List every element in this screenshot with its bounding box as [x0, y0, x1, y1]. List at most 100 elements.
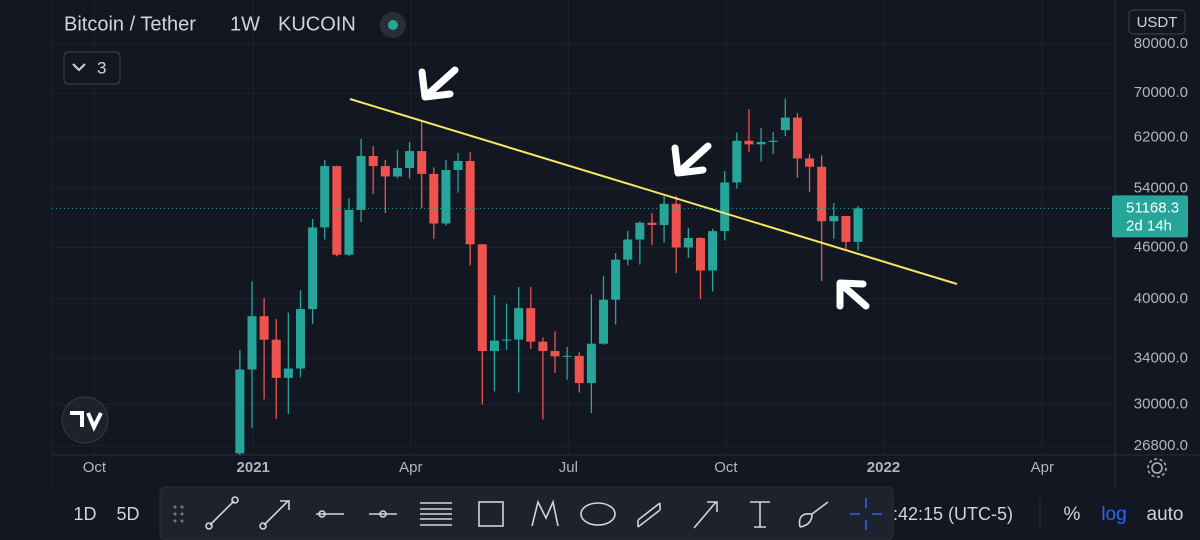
candle-body — [659, 203, 669, 225]
candle-body — [247, 316, 257, 370]
drag-handle — [173, 505, 184, 523]
candle-body — [623, 239, 633, 260]
candle-body — [465, 161, 475, 245]
candle-body — [453, 161, 463, 170]
candle-body — [417, 151, 427, 174]
arrow-tool[interactable] — [693, 501, 718, 529]
channel-tool[interactable] — [420, 502, 452, 526]
clock: :42:15 (UTC-5) — [893, 504, 1013, 524]
arrow — [418, 66, 459, 101]
trend-line[interactable] — [349, 98, 958, 285]
candle-body — [805, 158, 815, 167]
parallel-tool[interactable] — [637, 502, 661, 528]
x-tick-label: Oct — [83, 459, 107, 476]
text-tool[interactable] — [750, 501, 770, 528]
x-tick-label: Apr — [399, 459, 422, 476]
trend-tool[interactable] — [205, 496, 239, 530]
candle-body — [720, 182, 730, 232]
arrow — [836, 279, 870, 310]
candle-body — [829, 216, 839, 222]
candle-body — [841, 216, 851, 242]
x-tick-label: Apr — [1031, 459, 1054, 476]
rect-tool[interactable] — [478, 501, 504, 527]
log-button[interactable]: log — [1101, 504, 1126, 525]
candle-body — [502, 339, 512, 341]
exchange: KUCOIN — [278, 13, 356, 35]
candle-body — [853, 208, 863, 242]
currency-box[interactable] — [1128, 9, 1186, 35]
last-price-box — [1112, 195, 1188, 238]
candle-body — [392, 168, 402, 177]
arrow — [671, 142, 712, 177]
y-tick-label: 46000.0 — [1134, 238, 1188, 255]
candle-body — [683, 237, 693, 248]
countdown-label: 2d 14h — [1126, 217, 1172, 234]
candle-body — [259, 316, 269, 340]
auto-button[interactable]: auto — [1147, 504, 1184, 525]
ray-tool[interactable] — [259, 500, 290, 530]
logo[interactable] — [61, 396, 109, 444]
candle-body — [283, 368, 293, 378]
logo-mark — [70, 411, 103, 432]
arrows — [418, 66, 870, 310]
candle-body — [768, 140, 778, 142]
candle-body — [526, 308, 536, 342]
percent-button[interactable]: % — [1064, 504, 1081, 525]
candle-body — [295, 309, 305, 369]
candle-body — [489, 340, 499, 352]
candle-body — [441, 169, 451, 224]
candle-body — [380, 166, 390, 177]
drawing-toolbar — [159, 486, 894, 540]
x-tick-label: Jul — [559, 459, 578, 476]
candle-body — [635, 222, 645, 240]
candle-body — [817, 166, 827, 222]
last-price-label: 51168.3 — [1126, 199, 1179, 216]
candle-body — [756, 141, 766, 145]
settings-icon[interactable] — [1147, 458, 1167, 478]
candle-body — [514, 308, 524, 340]
indicators-count: 3 — [97, 58, 106, 77]
candle-body — [586, 343, 596, 384]
chevron — [72, 63, 86, 72]
candle-body — [598, 299, 608, 344]
currency: USDT — [1137, 14, 1178, 31]
candle-body — [792, 117, 802, 159]
candle-body — [695, 237, 705, 271]
brush-tool[interactable] — [798, 501, 829, 528]
interval[interactable]: 1W — [230, 13, 260, 35]
range-button[interactable]: 5D — [116, 504, 139, 524]
candles — [52, 98, 1115, 455]
range-button[interactable]: 1D — [73, 504, 96, 524]
x-tick-label: 2021 — [237, 459, 270, 476]
candle-body — [611, 259, 621, 300]
ellipse-tool[interactable] — [580, 502, 616, 526]
candle-body — [550, 351, 560, 357]
y-tick-label: 30000.0 — [1134, 395, 1188, 412]
symbol[interactable]: Bitcoin / Tether — [64, 13, 196, 35]
y-tick-label: 62000.0 — [1134, 129, 1188, 146]
y-tick-label: 26800.0 — [1134, 437, 1188, 454]
y-tick-label: 40000.0 — [1134, 290, 1188, 307]
candle-body — [574, 355, 584, 384]
y-tick-label: 34000.0 — [1134, 350, 1188, 367]
x-tick-label: 2022 — [867, 459, 900, 476]
hline-tool[interactable] — [316, 510, 344, 518]
indicators-toggle[interactable] — [63, 51, 121, 85]
candle-body — [647, 222, 657, 225]
candle-body — [356, 155, 366, 210]
y-tick-label: 70000.0 — [1134, 84, 1188, 101]
candle-body — [429, 173, 439, 224]
hray-tool[interactable] — [369, 510, 397, 518]
candle-body — [368, 155, 378, 167]
crosshair-tool[interactable] — [850, 498, 882, 530]
y-tick-label: 80000.0 — [1134, 35, 1188, 52]
candle-body — [732, 140, 742, 183]
pattern-tool[interactable] — [531, 499, 559, 527]
candle-body — [477, 244, 487, 352]
candle-body — [708, 231, 718, 271]
candle-body — [271, 339, 281, 378]
candle-body — [562, 355, 572, 357]
candle-body — [344, 209, 354, 255]
